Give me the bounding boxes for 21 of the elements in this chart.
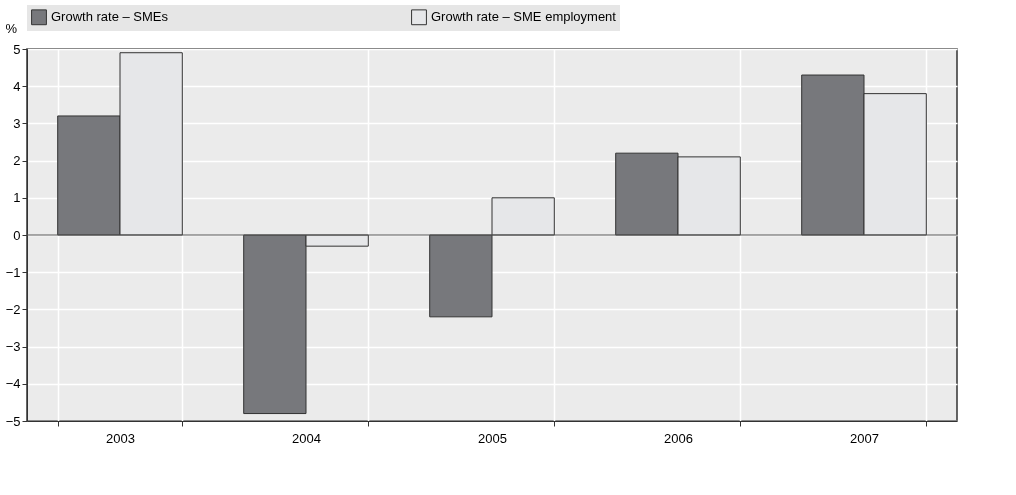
y-tick-label: −1 bbox=[5, 264, 21, 280]
y-tick-label: −2 bbox=[5, 301, 21, 317]
y-tick-label: 5 bbox=[13, 41, 21, 57]
legend-label: Growth rate – SMEs bbox=[51, 9, 169, 25]
y-tick-label: −4 bbox=[5, 376, 21, 392]
x-tick-label: 2004 bbox=[292, 430, 321, 446]
y-tick-label: −3 bbox=[5, 339, 21, 355]
x-tick-label: 2006 bbox=[664, 430, 693, 446]
bar bbox=[429, 234, 493, 318]
y-axis-title: % bbox=[5, 20, 18, 36]
y-tick-label: −5 bbox=[5, 413, 21, 429]
x-tick-label: 2005 bbox=[478, 430, 507, 446]
x-tick-label: 2003 bbox=[106, 430, 135, 446]
y-tick-label: 3 bbox=[13, 115, 21, 131]
y-tick-label: 2 bbox=[13, 153, 21, 169]
bar bbox=[491, 197, 555, 236]
y-tick-label: 4 bbox=[13, 78, 21, 94]
y-tick-label: 1 bbox=[13, 190, 21, 206]
x-tick-label: 2007 bbox=[850, 430, 879, 446]
y-tick-label: 0 bbox=[13, 227, 21, 243]
legend-label: Growth rate – SME employment bbox=[431, 9, 617, 25]
